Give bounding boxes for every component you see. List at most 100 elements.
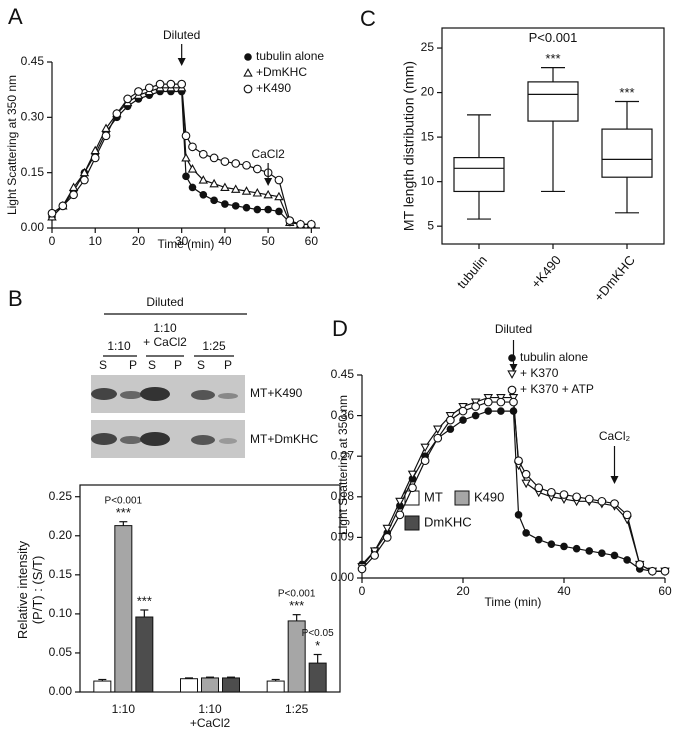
marker	[252, 188, 263, 197]
bar	[114, 525, 133, 693]
marker	[585, 547, 594, 555]
x-tick-label: 40	[218, 234, 232, 248]
band	[140, 432, 170, 446]
marker	[534, 535, 543, 544]
marker	[307, 219, 316, 229]
marker	[144, 83, 154, 93]
annotation: CaCl2	[251, 147, 285, 161]
y-tick-label: 0.45	[21, 54, 45, 68]
marker	[285, 216, 295, 225]
marker	[101, 131, 111, 141]
gel-header: Diluted	[146, 295, 183, 309]
y-tick-label: 0.00	[331, 570, 355, 584]
annotation: P<0.001	[278, 588, 316, 599]
marker	[458, 406, 468, 416]
marker	[198, 149, 208, 159]
y-tick-label: 0.18	[331, 489, 355, 503]
x-tick-label: 20	[456, 584, 470, 598]
bar	[93, 680, 112, 693]
y-tick-label: 25	[421, 40, 435, 54]
x-tick-label: 20	[132, 234, 146, 248]
band	[120, 391, 142, 399]
y-tick-label: 0.36	[331, 408, 355, 422]
marker	[483, 397, 493, 407]
marker	[221, 200, 229, 208]
bar	[287, 620, 306, 693]
annotation: CaCl₂	[599, 429, 631, 443]
marker	[155, 79, 165, 89]
legend-label: +DmKHC	[256, 65, 307, 79]
marker	[507, 385, 517, 395]
marker	[123, 94, 132, 104]
annotation: ***	[137, 593, 152, 608]
x-tick-label: +K490	[528, 252, 564, 291]
bar	[308, 662, 327, 693]
y-tick-label: 0.15	[49, 567, 73, 581]
series-line	[361, 401, 665, 572]
marker	[274, 175, 284, 185]
marker	[253, 205, 262, 214]
y-axis-label: Light Scattering at 350 nm	[336, 395, 350, 535]
marker	[382, 533, 392, 542]
marker	[508, 354, 516, 362]
marker	[496, 397, 506, 407]
x-tick-label: 60	[305, 234, 319, 248]
marker	[263, 189, 273, 199]
marker	[610, 551, 619, 560]
marker	[471, 411, 480, 420]
bar	[222, 677, 240, 693]
annotation: P<0.001	[529, 30, 578, 45]
marker	[242, 203, 251, 212]
y-tick-label: 15	[421, 129, 435, 143]
bar	[201, 677, 219, 693]
band	[91, 388, 117, 400]
marker	[188, 142, 197, 152]
x-tick-label: 40	[557, 584, 571, 598]
panel-label: B	[8, 286, 23, 311]
gel-group: 1:10 + CaCl2	[143, 321, 187, 349]
marker	[231, 159, 241, 168]
legend-label: + K370	[520, 366, 559, 380]
gel: Diluted 1:10 1:10 + CaCl2 1:25 S P S P S …	[91, 295, 319, 458]
box	[453, 157, 505, 193]
marker	[252, 164, 262, 174]
bar	[180, 678, 198, 693]
marker	[623, 556, 631, 564]
lane-label: S	[148, 358, 156, 372]
marker	[274, 191, 284, 201]
y-tick-label: 0.20	[49, 528, 73, 542]
box	[527, 81, 579, 122]
y-tick-label: 0.00	[49, 684, 73, 698]
marker	[188, 183, 197, 192]
annotation: ***	[289, 598, 304, 613]
band	[219, 438, 237, 444]
x-tick-label: 1:25	[285, 702, 309, 716]
legend-label: K490	[474, 489, 504, 504]
y-tick-label: 0.30	[21, 110, 45, 124]
marker	[395, 510, 405, 520]
marker	[357, 564, 367, 574]
marker	[243, 84, 253, 94]
marker	[584, 494, 594, 504]
marker	[230, 184, 241, 193]
marker	[407, 470, 418, 480]
marker	[231, 202, 240, 210]
marker	[264, 205, 272, 214]
marker	[242, 160, 251, 170]
x-tick-label: 1:10 +CaCl2	[190, 702, 231, 730]
marker	[521, 479, 531, 489]
legend-label: +K490	[256, 81, 291, 95]
marker	[198, 175, 209, 184]
marker	[408, 483, 417, 493]
arrow-head	[509, 364, 518, 372]
x-tick-label: 30	[175, 234, 189, 248]
y-tick-label: 0.27	[331, 448, 355, 462]
gel-group: 1:25	[202, 339, 226, 353]
marker	[622, 510, 632, 520]
y-tick-label: 0.09	[331, 530, 355, 544]
marker	[572, 544, 581, 553]
box	[601, 128, 653, 178]
y-axis-label: Relative intensity(P/T) : (S/T)	[15, 540, 45, 639]
marker	[134, 87, 143, 96]
marker	[395, 497, 405, 507]
